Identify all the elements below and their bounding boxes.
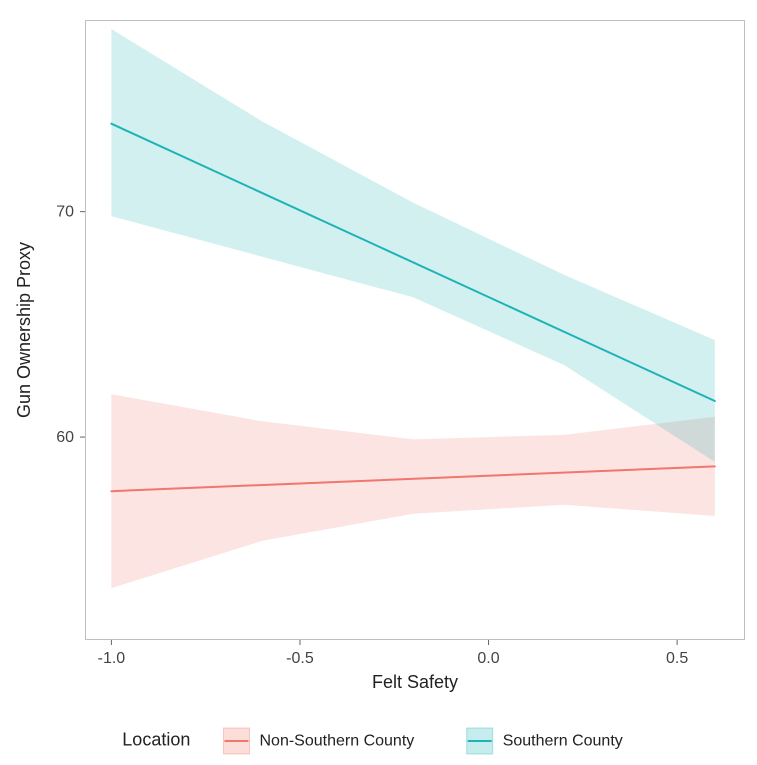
x-tick-label: -0.5 [286, 650, 314, 667]
legend-item-southern: Southern County [467, 728, 623, 754]
legend-label: Southern County [503, 733, 623, 750]
x-tick-label: -1.0 [98, 650, 126, 667]
x-tick-label: 0.0 [477, 650, 499, 667]
legend-label: Non-Southern County [260, 733, 415, 750]
legend-title: Location [122, 730, 190, 750]
x-axis-title: Felt Safety [372, 672, 458, 692]
legend-item-non_southern: Non-Southern County [224, 728, 415, 754]
y-tick-label: 60 [56, 429, 74, 446]
x-tick-label: 0.5 [666, 650, 688, 667]
legend: Location Non-Southern County Southern Coun… [122, 728, 622, 754]
y-tick-label: 70 [56, 204, 74, 221]
y-axis-title: Gun Ownership Proxy [14, 242, 34, 418]
chart-stage: -1.0 -0.5 0.0 0.5 60 70 Felt Safety Gun Ownersh… [0, 0, 757, 765]
